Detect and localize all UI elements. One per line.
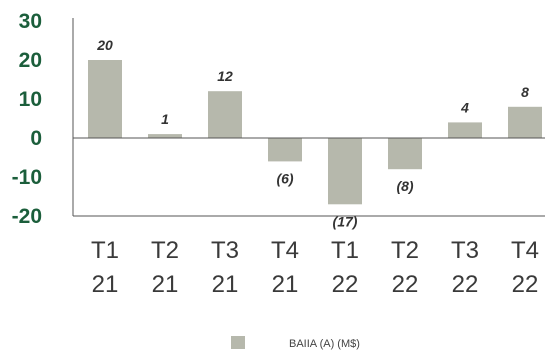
data-label: 1 <box>161 111 169 127</box>
x-axis-ticks: T1 21 T2 21 T3 21 T4 21 T1 22 T2 22 T3 22 T4 22 <box>91 237 539 298</box>
data-label: 20 <box>96 37 113 53</box>
x-tick-label: T2 <box>151 237 179 264</box>
x-tick-label: 22 <box>332 271 359 298</box>
bar <box>208 91 242 138</box>
x-tick-label: T2 <box>391 237 419 264</box>
data-label: 8 <box>521 84 529 100</box>
data-labels: 20 1 12 (6) (17) (8) 4 8 <box>96 37 529 229</box>
x-tick-label: 22 <box>392 271 419 298</box>
x-tick-label: T3 <box>451 237 479 264</box>
legend-label: BAIIA (A) (M$) <box>289 338 360 350</box>
data-label: (6) <box>276 170 293 186</box>
x-tick-label: T1 <box>91 237 119 264</box>
bar <box>448 122 482 138</box>
legend-swatch <box>231 336 245 349</box>
data-label: (17) <box>333 213 358 229</box>
x-tick-label: 22 <box>512 271 539 298</box>
x-tick-label: T3 <box>211 237 239 264</box>
legend: BAIIA (A) (M$) <box>231 336 360 350</box>
x-tick-label: 21 <box>92 271 119 298</box>
y-axis-ticks: 30 20 10 0 -10 -20 <box>12 10 42 228</box>
bar <box>388 138 422 170</box>
y-tick-label: 10 <box>19 88 42 111</box>
x-tick-label: 21 <box>212 271 239 298</box>
y-tick-label: -10 <box>12 166 42 189</box>
y-tick-label: 0 <box>30 127 42 150</box>
bar <box>328 138 362 205</box>
y-tick-label: -20 <box>12 205 42 228</box>
bar <box>268 138 302 162</box>
bar <box>508 106 542 138</box>
x-tick-label: 22 <box>452 271 479 298</box>
x-tick-label: T1 <box>331 237 359 264</box>
x-tick-label: 21 <box>272 271 299 298</box>
bars <box>88 60 542 205</box>
data-label: (8) <box>396 178 413 194</box>
bar <box>88 60 122 138</box>
x-tick-label: T4 <box>511 237 539 264</box>
y-tick-label: 20 <box>19 49 42 72</box>
x-tick-label: T4 <box>271 237 299 264</box>
data-label: 4 <box>460 99 469 115</box>
y-tick-label: 30 <box>19 10 42 33</box>
bar <box>148 134 182 138</box>
x-tick-label: 21 <box>152 271 179 298</box>
data-label: 12 <box>217 68 233 84</box>
